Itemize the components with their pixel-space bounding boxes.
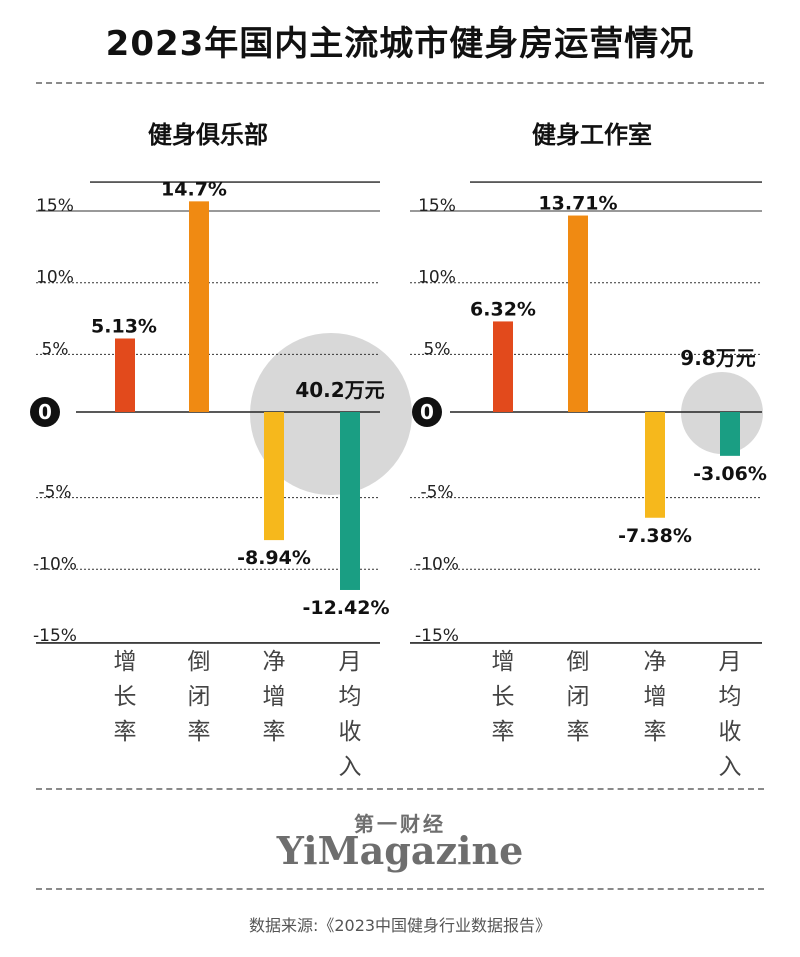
y-tick-label: 0 (420, 400, 434, 424)
data-label: -8.94% (237, 547, 311, 569)
y-tick-label: -10% (33, 554, 77, 574)
category-label-char: 月 (719, 649, 742, 675)
category-label-char: 入 (339, 754, 362, 780)
y-tick-label: -5% (420, 483, 453, 503)
income-annotation: 9.8万元 (680, 346, 755, 370)
bar (115, 338, 135, 412)
y-tick-label: 15% (418, 196, 456, 216)
category-label-char: 长 (114, 684, 137, 710)
y-tick-label: 10% (418, 268, 456, 288)
category-label-char: 率 (114, 719, 137, 745)
bar (720, 412, 740, 456)
income-bubble (250, 333, 412, 495)
category-label-char: 均 (339, 684, 362, 710)
y-tick-label: -15% (33, 626, 77, 646)
y-tick-label: 0 (38, 400, 52, 424)
category-label-char: 增 (492, 649, 515, 675)
data-label: 14.7% (161, 178, 227, 200)
bar (264, 412, 284, 541)
category-label-char: 月 (339, 649, 362, 675)
panel-title: 健身工作室 (532, 121, 652, 149)
income-annotation: 40.2万元 (295, 378, 384, 402)
panel-title: 健身俱乐部 (148, 121, 268, 149)
y-tick-label: 5% (42, 339, 69, 359)
brand-logo-english: YiMagazine (276, 828, 524, 873)
category-label-char: 率 (492, 719, 515, 745)
y-tick-label: 15% (36, 196, 74, 216)
category-label-char: 率 (567, 719, 590, 745)
category-label-char: 长 (492, 684, 515, 710)
zero-marker (30, 397, 60, 427)
category-label-char: 收 (339, 719, 362, 745)
top-divider (36, 82, 764, 84)
category-label-char: 收 (719, 719, 742, 745)
data-source: 数据来源:《2023中国健身行业数据报告》 (248, 916, 552, 935)
category-label-char: 闭 (567, 684, 590, 710)
category-label-char: 增 (114, 649, 137, 675)
middle-divider (36, 788, 764, 790)
category-label-char: 净 (644, 649, 667, 675)
category-label-char: 增 (263, 684, 286, 710)
bar (189, 201, 209, 412)
category-label-char: 净 (263, 649, 286, 675)
y-tick-label: -5% (38, 483, 71, 503)
bar (645, 412, 665, 518)
data-label: 6.32% (470, 298, 536, 320)
data-label: -3.06% (693, 463, 767, 485)
brand-logo-chinese: 第一财经 (354, 812, 446, 836)
category-label-char: 均 (719, 684, 742, 710)
data-label: -12.42% (302, 597, 389, 619)
category-label-char: 倒 (567, 649, 590, 675)
data-label: -7.38% (618, 525, 692, 547)
data-label: 13.71% (538, 193, 617, 215)
category-label-char: 率 (188, 719, 211, 745)
bottom-divider (36, 888, 764, 890)
category-label-char: 率 (263, 719, 286, 745)
page-title: 2023年国内主流城市健身房运营情况 (105, 24, 695, 64)
category-label-char: 增 (644, 684, 667, 710)
category-label-char: 倒 (188, 649, 211, 675)
y-tick-label: -10% (415, 554, 459, 574)
data-label: 5.13% (91, 315, 157, 337)
y-tick-label: 10% (36, 268, 74, 288)
bar (340, 412, 360, 590)
y-tick-label: -15% (415, 626, 459, 646)
category-label-char: 闭 (188, 684, 211, 710)
category-label-char: 率 (644, 719, 667, 745)
category-label-char: 入 (719, 754, 742, 780)
bar (493, 321, 513, 412)
y-tick-label: 5% (424, 339, 451, 359)
bar (568, 215, 588, 412)
zero-marker (412, 397, 442, 427)
